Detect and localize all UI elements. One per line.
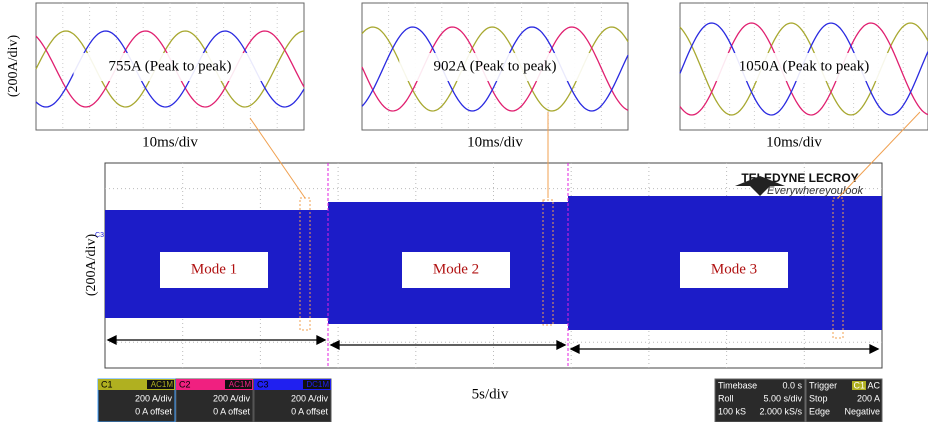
figure: 755A (Peak to peak) 10ms/div 902A (Peak to…	[0, 0, 928, 422]
panel-text: AC	[867, 380, 880, 390]
timebase-panel: Timebase 0.0 s Roll 5.00 s/div 100 kS 2.000 k…	[715, 379, 882, 422]
panel-text: Trigger	[809, 380, 837, 390]
panel-text: Timebase	[718, 380, 757, 390]
panel-text: 0.0 s	[782, 380, 802, 390]
panel-text: 200 A	[857, 393, 880, 403]
mode-label: Mode 1	[191, 261, 237, 277]
inset-label: 1050A (Peak to peak)	[739, 58, 869, 74]
channel-offset: 0 A offset	[291, 406, 328, 416]
channel-name: C1	[101, 379, 113, 389]
channel-panels: C1 AC1M 200 A/div 0 A offset C2 AC1M 200 A/div…	[98, 379, 331, 422]
channel-offset: 0 A offset	[135, 406, 172, 416]
inset-label: 902A (Peak to peak)	[434, 58, 557, 74]
panel-text: 5.00 s/div	[763, 393, 802, 403]
panel-text: Stop	[809, 393, 828, 403]
main-scale: (200A/div)	[84, 234, 99, 297]
time-scale: 5s/div	[472, 386, 509, 402]
inset-timescale: 10ms/div	[766, 134, 822, 150]
mode-label: Mode 3	[711, 261, 757, 277]
inset-timescale: 10ms/div	[467, 134, 523, 150]
inset-label: 755A (Peak to peak)	[109, 58, 232, 74]
channel-coupling: DC1M	[306, 380, 329, 389]
channel-scale: 200 A/div	[135, 393, 173, 403]
channel-coupling: AC1M	[229, 380, 252, 389]
panel-text: Negative	[844, 406, 880, 416]
channel-scale: 200 A/div	[213, 393, 251, 403]
panel-text: Edge	[809, 406, 830, 416]
channel-coupling: AC1M	[151, 380, 174, 389]
channel-offset: 0 A offset	[213, 406, 250, 416]
inset-timescale: 10ms/div	[142, 134, 198, 150]
panel-text: 100 kS	[718, 406, 746, 416]
channel-name: C2	[179, 379, 191, 389]
panel-text: C1	[853, 380, 865, 390]
insets: 755A (Peak to peak) 10ms/div 902A (Peak to…	[36, 3, 928, 150]
panel-text: Roll	[718, 393, 734, 403]
panel-text: 2.000 kS/s	[759, 406, 802, 416]
channel-name: C3	[257, 379, 269, 389]
channel-scale: 200 A/div	[291, 393, 329, 403]
mode-label: Mode 2	[433, 261, 479, 277]
inset-scale: (200A/div)	[6, 35, 21, 98]
